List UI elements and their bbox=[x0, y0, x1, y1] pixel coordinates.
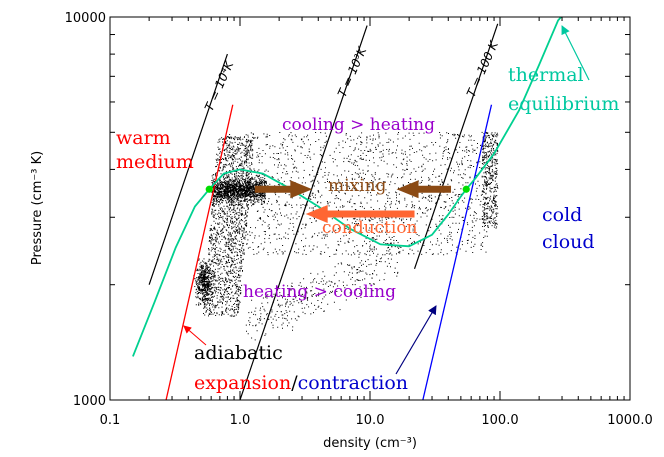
mixing-right-arrow bbox=[396, 180, 452, 199]
label-medium: medium bbox=[116, 151, 194, 173]
pointer-adiabatic-expansion bbox=[183, 325, 207, 346]
label-conduction: conduction bbox=[322, 218, 418, 238]
isotherm-line bbox=[148, 53, 228, 285]
x-axis-title: density (cm⁻³) bbox=[323, 436, 417, 451]
label-heating-cooling: heating > cooling bbox=[243, 282, 396, 302]
adiabat-line bbox=[422, 104, 493, 400]
x-tick-label: 100.0 bbox=[481, 413, 518, 428]
isotherm-label-1e3: T = 10³K bbox=[335, 44, 370, 99]
x-tick-label: 1000.0 bbox=[607, 413, 653, 428]
label-mixing: mixing bbox=[328, 176, 387, 196]
label-contraction: contraction bbox=[298, 372, 408, 394]
x-tick-label: 0.1 bbox=[100, 413, 121, 428]
y-tick-label: 1000 bbox=[73, 394, 106, 409]
equilibrium-points bbox=[205, 185, 470, 193]
label-expansion-contraction: expansion/contraction bbox=[194, 372, 408, 394]
label-expansion: expansion bbox=[194, 372, 291, 394]
pointer-thermal-equilibrium bbox=[561, 25, 590, 81]
particle-scatter bbox=[193, 131, 499, 341]
equilibrium-curve bbox=[132, 17, 562, 357]
curves bbox=[132, 17, 562, 400]
process-arrows bbox=[254, 180, 452, 223]
x-tick-label: 10.0 bbox=[356, 413, 385, 428]
label-equilibrium: equilibrium bbox=[508, 93, 619, 115]
equilibrium-point bbox=[462, 185, 470, 193]
label-thermal: thermal bbox=[508, 64, 584, 86]
isotherm-line bbox=[413, 23, 499, 270]
label-warm: warm bbox=[116, 127, 171, 149]
label-adiabatic: adiabatic bbox=[194, 342, 283, 364]
label-cold: cold bbox=[542, 204, 582, 226]
y-axis-title: Pressure (cm⁻³ K) bbox=[30, 151, 45, 265]
adiabat-line bbox=[165, 104, 234, 400]
x-tick-label: 1.0 bbox=[230, 413, 251, 428]
label-slash: / bbox=[291, 372, 298, 394]
label-cloud: cloud bbox=[542, 231, 595, 253]
y-tick-label: 10000 bbox=[65, 11, 106, 26]
scatter-points bbox=[193, 131, 499, 341]
axis-ticks: 0.1 1.0 10.0 100.0 1000.0 1000 10000 bbox=[65, 11, 653, 428]
label-cooling-heating: cooling > heating bbox=[282, 115, 435, 135]
conduction-arrow bbox=[305, 204, 415, 223]
isotherm-label-1e4: T = 10⁴K bbox=[202, 58, 237, 113]
equilibrium-point bbox=[205, 185, 213, 193]
pointer-adiabatic-contraction bbox=[395, 305, 437, 375]
mixing-left-arrow bbox=[254, 180, 313, 199]
isotherm-line bbox=[239, 25, 368, 400]
isotherm-label-100: T = 100 K bbox=[464, 38, 501, 99]
